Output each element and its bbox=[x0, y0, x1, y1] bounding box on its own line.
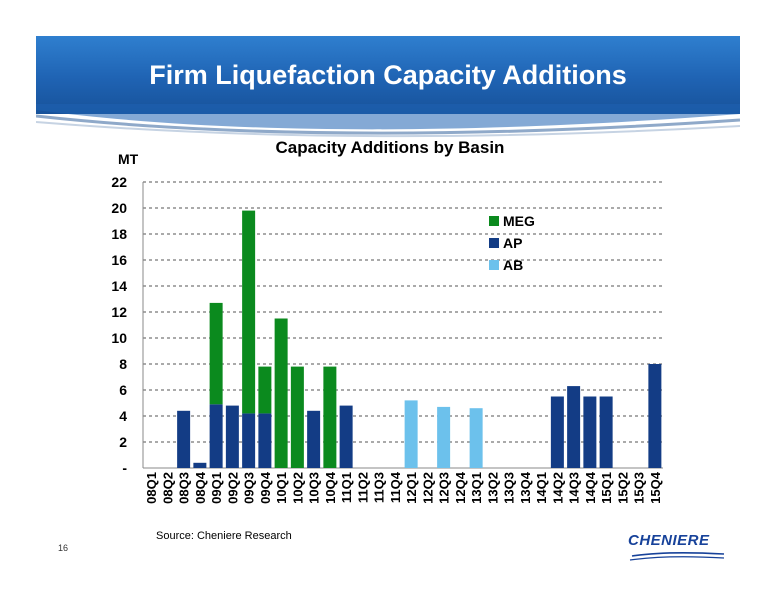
y-tick-label: 18 bbox=[111, 226, 127, 242]
x-tick-label: 11Q2 bbox=[355, 472, 370, 503]
x-tick-label: 13Q4 bbox=[518, 471, 533, 504]
x-tick-label: 08Q3 bbox=[177, 472, 192, 504]
x-tick-label: 09Q2 bbox=[225, 472, 240, 504]
x-tick-label: 10Q1 bbox=[274, 472, 289, 504]
y-tick-label: - bbox=[122, 460, 127, 476]
y-tick-label: 22 bbox=[111, 174, 127, 190]
bar-ap-11q1 bbox=[339, 405, 353, 468]
source-note: Source: Cheniere Research bbox=[156, 530, 292, 542]
y-tick-label: 14 bbox=[111, 278, 127, 294]
x-tick-label: 13Q1 bbox=[469, 472, 484, 504]
chart-title: Capacity Additions by Basin bbox=[275, 138, 505, 157]
bar-ap-15q1 bbox=[599, 396, 613, 468]
title-banner: Firm Liquefaction Capacity Additions bbox=[36, 36, 740, 114]
x-tick-label: 13Q2 bbox=[485, 472, 500, 504]
page-number: 16 bbox=[58, 543, 69, 553]
bar-ap-09q4 bbox=[258, 413, 272, 468]
x-tick-label: 15Q2 bbox=[615, 472, 630, 504]
legend-label-ap: AP bbox=[503, 235, 522, 251]
y-tick-label: 8 bbox=[119, 356, 127, 372]
x-tick-label: 12Q3 bbox=[437, 472, 452, 504]
bar-ap-08q3 bbox=[177, 410, 191, 468]
x-tick-label: 14Q2 bbox=[550, 472, 565, 504]
bar-meg-10q4 bbox=[323, 366, 337, 468]
bar-meg-09q4 bbox=[258, 366, 272, 414]
x-tick-label: 10Q3 bbox=[307, 472, 322, 504]
x-tick-label: 08Q4 bbox=[193, 471, 208, 504]
y-tick-label: 6 bbox=[119, 382, 127, 398]
x-tick-label: 09Q1 bbox=[209, 472, 224, 504]
bar-meg-10q1 bbox=[274, 318, 288, 468]
bar-ap-10q3 bbox=[307, 410, 321, 468]
bar-ap-09q3 bbox=[242, 413, 256, 468]
x-tick-label: 10Q2 bbox=[290, 472, 305, 504]
bar-ab-12q3 bbox=[437, 406, 451, 468]
banner-swoosh bbox=[36, 104, 740, 138]
bar-ap-15q4 bbox=[648, 364, 662, 468]
logo-text: CHENIERE bbox=[628, 532, 710, 549]
y-tick-label: 4 bbox=[119, 408, 127, 424]
legend-label-ab: AB bbox=[503, 257, 523, 273]
x-tick-label: 14Q1 bbox=[534, 472, 549, 504]
y-axis-label: MT bbox=[118, 151, 139, 167]
legend-swatch-meg bbox=[489, 216, 499, 226]
y-tick-label: 2 bbox=[119, 434, 127, 450]
y-tick-label: 20 bbox=[111, 200, 127, 216]
x-tick-label: 08Q2 bbox=[160, 472, 175, 504]
bar-ap-14q2 bbox=[550, 396, 564, 468]
bar-ap-08q4 bbox=[193, 462, 207, 468]
bar-ap-14q4 bbox=[583, 396, 597, 468]
x-tick-label: 12Q4 bbox=[453, 471, 468, 504]
bar-ap-09q1 bbox=[209, 404, 223, 468]
x-tick-label: 15Q4 bbox=[648, 471, 663, 504]
legend-label-meg: MEG bbox=[503, 213, 535, 229]
x-tick-label: 15Q1 bbox=[599, 472, 614, 504]
legend-swatch-ap bbox=[489, 238, 499, 248]
bar-meg-09q1 bbox=[209, 302, 223, 405]
slide-title: Firm Liquefaction Capacity Additions bbox=[149, 60, 627, 90]
x-tick-label: 08Q1 bbox=[144, 472, 159, 504]
bar-ab-12q1 bbox=[404, 400, 418, 468]
y-tick-label: 16 bbox=[111, 252, 127, 268]
x-tick-label: 12Q1 bbox=[404, 472, 419, 504]
x-tick-label: 11Q3 bbox=[372, 472, 387, 503]
x-tick-label: 15Q3 bbox=[632, 472, 647, 504]
x-tick-label: 14Q3 bbox=[567, 472, 582, 504]
bar-ap-09q2 bbox=[225, 405, 239, 468]
x-tick-label: 11Q1 bbox=[339, 472, 354, 503]
x-tick-label: 12Q2 bbox=[420, 472, 435, 504]
bar-ab-13q1 bbox=[469, 408, 483, 468]
legend-swatch-ab bbox=[489, 260, 499, 270]
cheniere-logo: CHENIERE bbox=[628, 532, 728, 566]
y-tick-label: 10 bbox=[111, 330, 127, 346]
x-tick-label: 09Q4 bbox=[258, 471, 273, 504]
x-tick-label: 09Q3 bbox=[242, 472, 257, 504]
bar-meg-09q3 bbox=[242, 210, 256, 414]
bar-ap-14q3 bbox=[567, 386, 581, 468]
x-tick-label: 13Q3 bbox=[502, 472, 517, 504]
y-tick-label: 12 bbox=[111, 304, 127, 320]
x-tick-label: 14Q4 bbox=[583, 471, 598, 504]
bar-meg-10q2 bbox=[290, 366, 304, 468]
x-tick-label: 11Q4 bbox=[388, 471, 403, 503]
x-tick-label: 10Q4 bbox=[323, 471, 338, 504]
